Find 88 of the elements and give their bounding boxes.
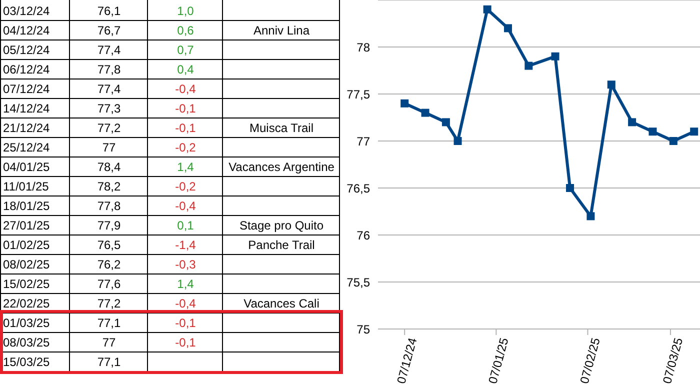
y-tick-label: 15/03/25 bbox=[3, 354, 50, 369]
data-label: -0,1 bbox=[175, 120, 196, 135]
text: 77 bbox=[102, 335, 116, 350]
x-tick-label: 07/01/25 bbox=[486, 336, 512, 386]
text: Stage pro Quito bbox=[239, 218, 324, 232]
data-label: -0,1 bbox=[175, 316, 196, 330]
data-label: 0,4 bbox=[177, 62, 194, 76]
data-label: -0,3 bbox=[175, 257, 196, 272]
data-label: 1,4 bbox=[177, 160, 194, 174]
data-label: 1,4 bbox=[177, 276, 194, 291]
y-tick-label: 75 bbox=[356, 322, 370, 336]
point bbox=[400, 99, 409, 108]
y-tick-label: 04/01/25 bbox=[3, 160, 50, 174]
y-tick-label: 07/12/24 bbox=[3, 82, 50, 96]
y-tick-label: 14/12/24 bbox=[3, 101, 50, 116]
data-label: -0,2 bbox=[175, 179, 196, 194]
y-tick-label: 01/03/25 bbox=[3, 316, 50, 330]
text: Vacances Cali bbox=[244, 296, 320, 310]
y-tick-label: 75,5 bbox=[346, 275, 370, 290]
text: 77,4 bbox=[97, 42, 121, 57]
text: 77,1 bbox=[97, 316, 121, 330]
text: 77,2 bbox=[97, 296, 121, 310]
text: 77,8 bbox=[97, 62, 121, 76]
data-label: 0,6 bbox=[177, 23, 194, 38]
text: Vacances Argentine bbox=[228, 160, 334, 174]
y-tick-label: 08/02/25 bbox=[3, 257, 50, 272]
point bbox=[628, 118, 636, 126]
text: 76,5 bbox=[97, 238, 121, 252]
point bbox=[690, 128, 698, 136]
data-label: 0,7 bbox=[177, 42, 194, 57]
text: 77,8 bbox=[97, 198, 121, 213]
text: Panche Trail bbox=[248, 238, 315, 252]
text: 76,7 bbox=[97, 23, 121, 38]
y-tick-label: 03/12/24 bbox=[3, 4, 50, 18]
y-tick-label: 04/12/24 bbox=[3, 23, 50, 38]
text: 76,2 bbox=[97, 257, 121, 272]
text: 77,6 bbox=[97, 276, 121, 291]
data-label: -0,4 bbox=[175, 198, 196, 213]
data-label: -0,4 bbox=[175, 82, 196, 96]
y-tick-label: 01/02/25 bbox=[3, 238, 50, 252]
text: 78,4 bbox=[97, 160, 121, 174]
text: 77,2 bbox=[97, 120, 121, 135]
x-tick-label: 07/12/24 bbox=[394, 336, 420, 386]
y-tick-label: 05/12/24 bbox=[3, 42, 50, 57]
text: Anniv Lina bbox=[253, 23, 310, 38]
y-tick-label: 18/01/25 bbox=[3, 198, 50, 213]
point bbox=[421, 108, 430, 117]
point bbox=[566, 184, 574, 192]
y-tick-label: 77,5 bbox=[346, 87, 370, 102]
point bbox=[454, 137, 462, 145]
y-tick-label: 27/01/25 bbox=[3, 218, 50, 232]
data-label: -0,4 bbox=[175, 296, 196, 310]
y-tick-label: 06/12/24 bbox=[3, 62, 50, 76]
point bbox=[483, 5, 492, 14]
text: 78,2 bbox=[97, 179, 121, 194]
point bbox=[648, 128, 657, 136]
y-tick-label: 76 bbox=[356, 228, 370, 242]
y-tick-label: 08/03/25 bbox=[3, 335, 50, 350]
data-label: -1,4 bbox=[175, 238, 196, 252]
data-label: -0,1 bbox=[175, 101, 196, 116]
text: 77,9 bbox=[97, 218, 121, 232]
y-tick-label: 15/02/25 bbox=[3, 276, 50, 291]
point bbox=[524, 62, 533, 70]
text: 77,1 bbox=[97, 354, 121, 369]
text: Muisca Trail bbox=[249, 120, 314, 135]
x-tick-label: 07/02/25 bbox=[577, 336, 603, 386]
data-label: -0,2 bbox=[175, 140, 196, 154]
text: 76,1 bbox=[97, 4, 121, 18]
x-tick-label: 07/03/25 bbox=[660, 336, 686, 386]
point bbox=[607, 80, 616, 89]
point bbox=[669, 137, 678, 145]
text: 77,4 bbox=[97, 82, 121, 96]
y-tick-label: 76,5 bbox=[346, 181, 370, 196]
data-label: 1,0 bbox=[177, 4, 194, 18]
text: 77 bbox=[102, 140, 116, 154]
point bbox=[442, 118, 450, 126]
point bbox=[586, 212, 595, 220]
point bbox=[504, 24, 512, 32]
y-tick-label: 11/01/25 bbox=[3, 179, 50, 194]
y-tick-label: 21/12/24 bbox=[3, 120, 50, 135]
y-tick-label: 78 bbox=[356, 40, 370, 54]
y-tick-label: 22/02/25 bbox=[3, 296, 50, 310]
text: 77,3 bbox=[97, 101, 121, 116]
y-tick-label: 77 bbox=[356, 134, 370, 148]
data-label: -0,1 bbox=[175, 335, 196, 350]
data-label: 0,1 bbox=[177, 218, 194, 232]
y-tick-label: 25/12/24 bbox=[3, 140, 50, 154]
point bbox=[551, 52, 560, 60]
